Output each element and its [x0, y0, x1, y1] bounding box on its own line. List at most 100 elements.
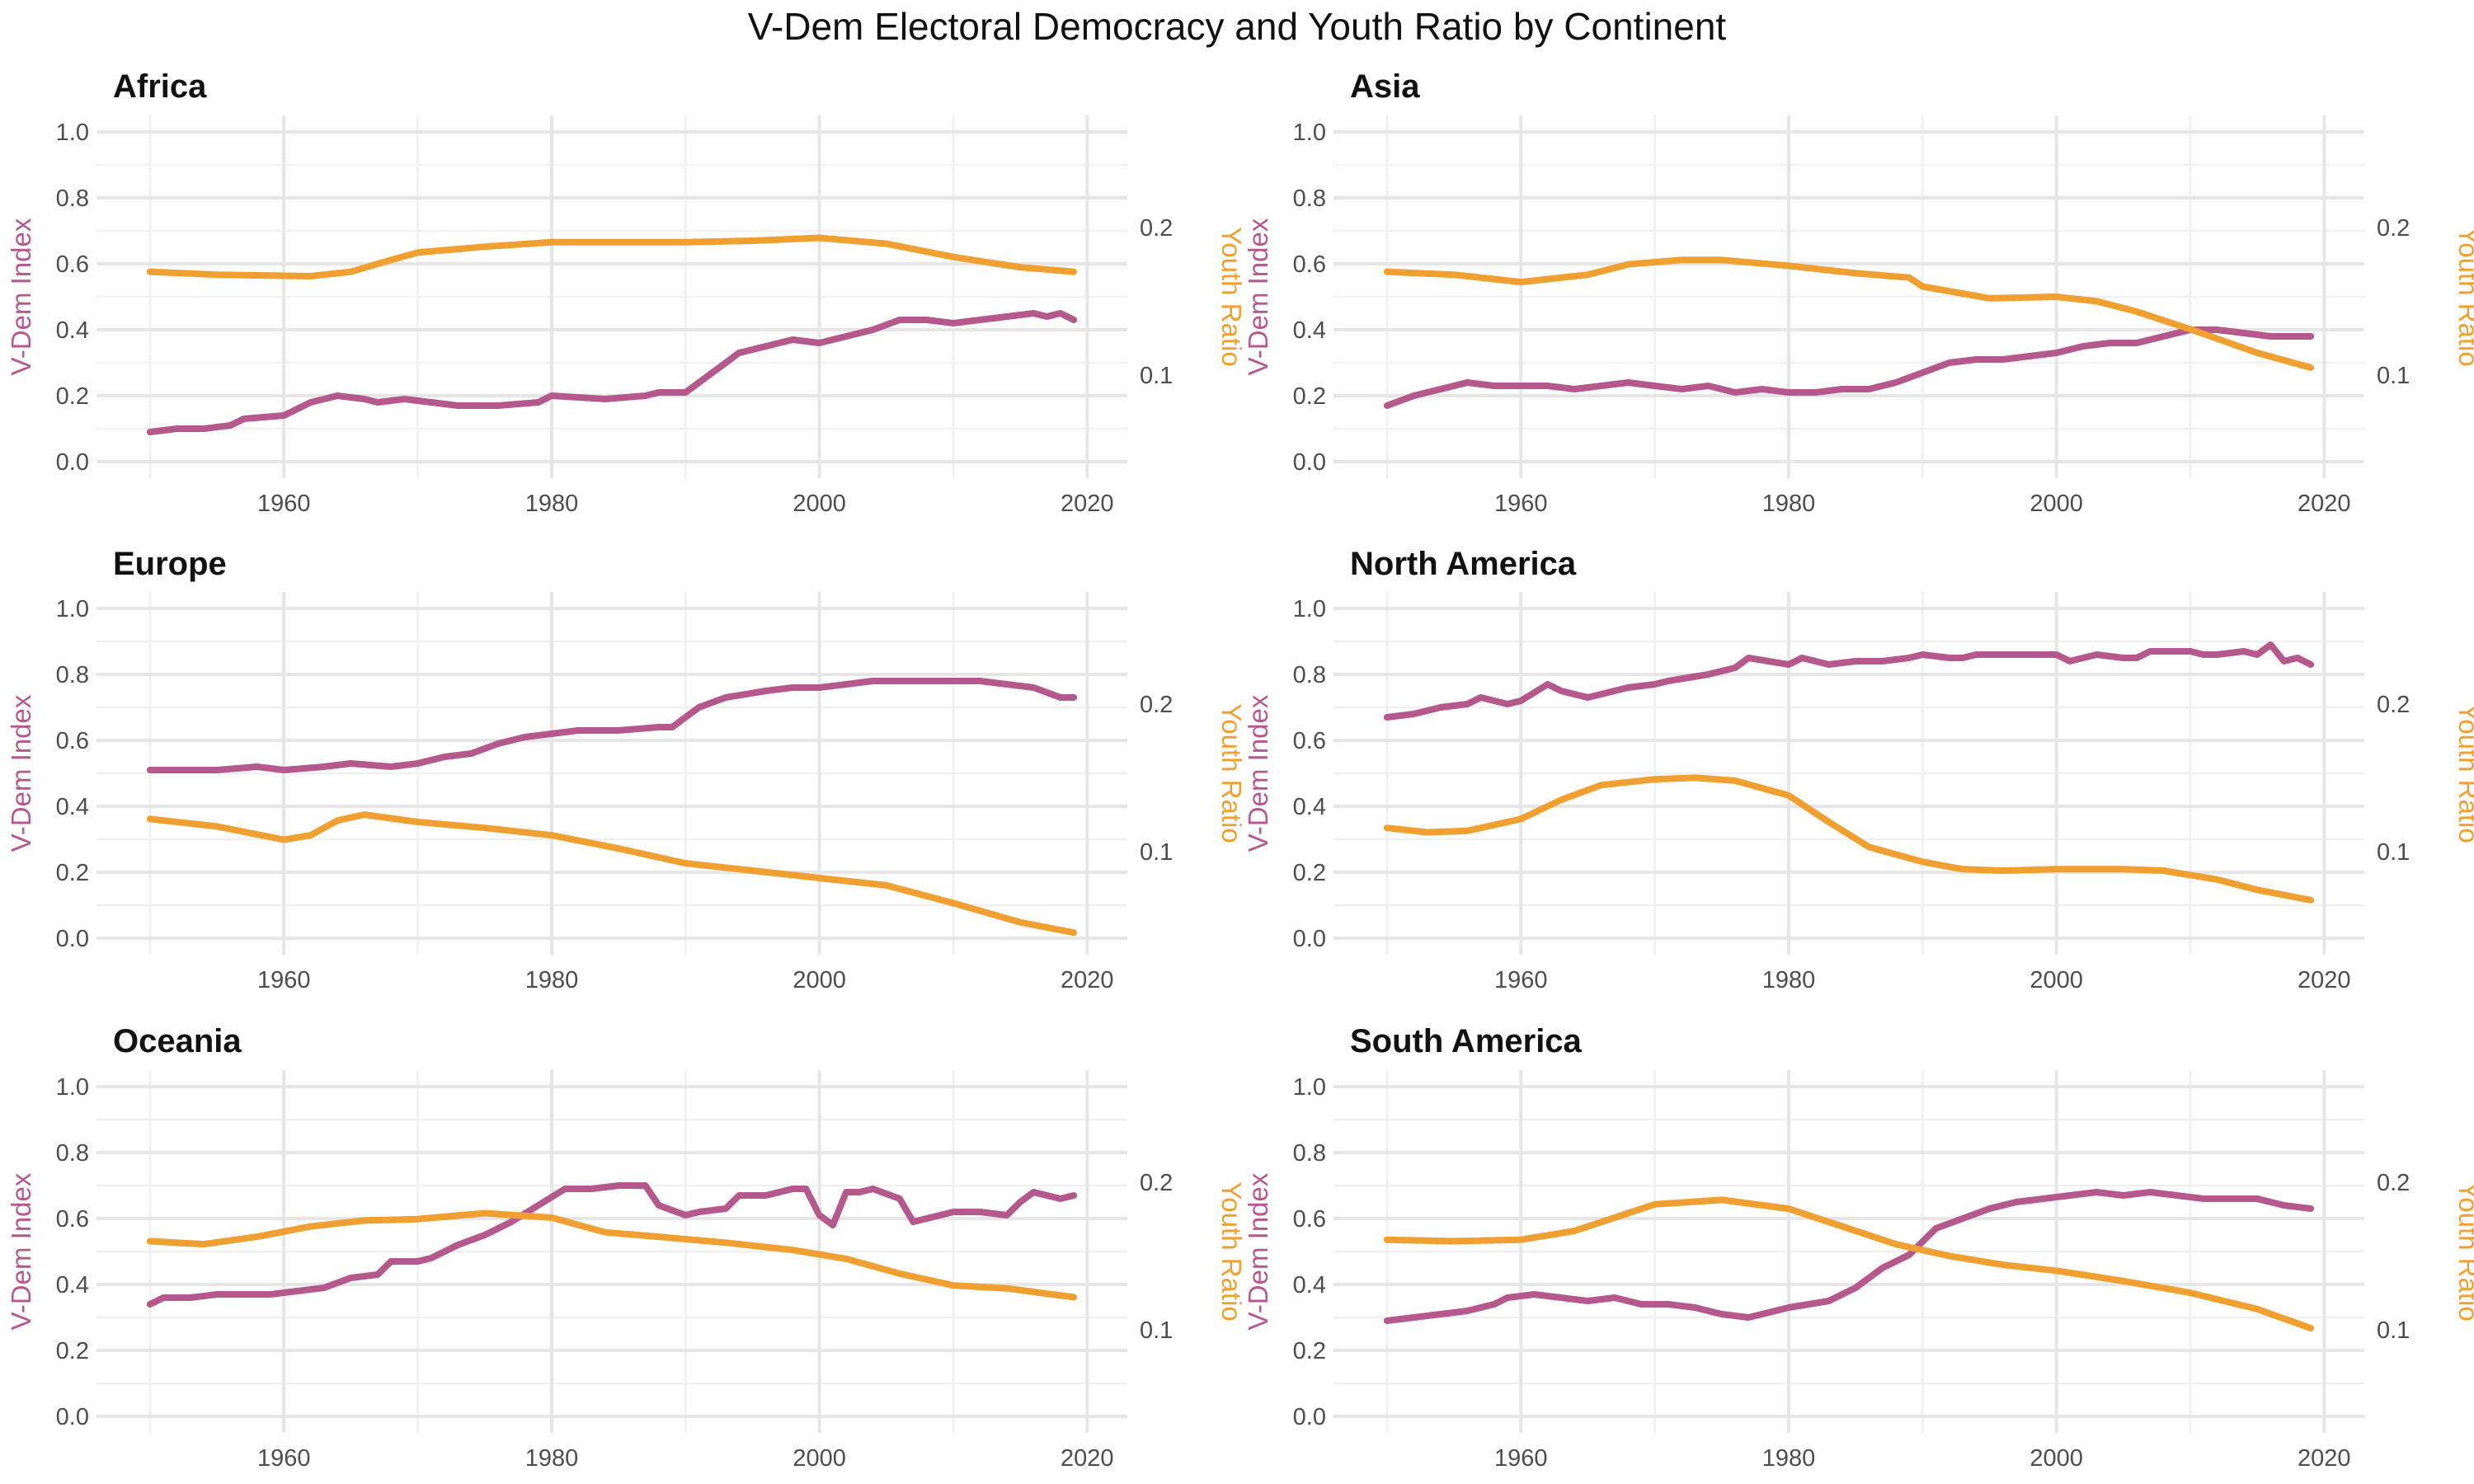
- y-left-tick-label: 0.6: [56, 251, 89, 278]
- panel-africa: Africa 0.0 0.2 0.4 0.6 0.8 1.0 0.1 0.2 1960 1980 20…: [6, 68, 1247, 517]
- x-tick-label: 1980: [1762, 967, 1816, 993]
- x-tick-label: 2020: [2298, 1445, 2351, 1472]
- y-right-tick-label: 0.2: [1140, 692, 1173, 718]
- panel-title: Oceania: [113, 1023, 242, 1059]
- y-left-tick-label: 1.0: [1293, 1074, 1326, 1101]
- y-right-tick-label: 0.1: [1140, 363, 1173, 389]
- x-tick-label: 1960: [1494, 967, 1548, 993]
- panel-title: South America: [1350, 1023, 1583, 1059]
- x-tick-label: 1960: [1494, 491, 1548, 517]
- youth-ratio-line: [1383, 256, 2315, 371]
- y-left-axis-title: V-Dem Index: [6, 1172, 36, 1330]
- x-tick-label: 1960: [257, 967, 311, 993]
- vdem-line: [1383, 1189, 2315, 1324]
- panel-south-america: South America 0.0 0.2 0.4 0.6 0.8 1.0 0.1 0.2 196…: [1243, 1023, 2474, 1472]
- x-tick-label: 2020: [1061, 967, 1114, 993]
- y-left-tick-label: 0.2: [56, 1338, 89, 1364]
- x-tick-label: 2000: [793, 491, 846, 517]
- y-right-tick-label: 0.1: [2377, 363, 2410, 389]
- y-left-tick-label: 0.4: [56, 794, 89, 820]
- y-right-tick-label: 0.1: [1140, 839, 1173, 866]
- youth-ratio-line: [146, 1209, 1078, 1301]
- y-left-tick-label: 0.2: [1293, 1338, 1326, 1364]
- x-tick-label: 2020: [2298, 491, 2351, 517]
- y-left-tick-label: 0.8: [56, 186, 89, 212]
- y-right-tick-label: 0.2: [2377, 215, 2410, 242]
- panel-north-america: North America 0.0 0.2 0.4 0.6 0.8 1.0 0.1 0.2 196…: [1243, 546, 2474, 993]
- y-left-tick-label: 0.2: [1293, 860, 1326, 886]
- y-right-axis-title: Youth Ratio: [2453, 703, 2474, 843]
- x-tick-label: 2020: [1061, 491, 1114, 517]
- y-right-tick-label: 0.2: [1140, 215, 1173, 242]
- y-left-axis-title: V-Dem Index: [1243, 1172, 1273, 1330]
- panel-title: Asia: [1350, 68, 1420, 105]
- y-right-tick-label: 0.1: [1140, 1317, 1173, 1344]
- youth-ratio-line: [1383, 774, 2315, 904]
- y-left-tick-label: 0.0: [56, 926, 89, 952]
- y-right-axis-title: Youth Ratio: [1216, 1181, 1247, 1321]
- y-right-tick-label: 0.1: [2377, 839, 2410, 866]
- x-tick-label: 2000: [793, 1445, 846, 1472]
- y-left-tick-label: 1.0: [56, 120, 89, 146]
- x-tick-label: 2000: [2030, 1445, 2083, 1472]
- y-left-tick-label: 1.0: [1293, 120, 1326, 146]
- y-left-tick-label: 0.6: [1293, 728, 1326, 754]
- y-left-axis-title: V-Dem Index: [6, 218, 36, 375]
- y-left-tick-label: 1.0: [56, 1074, 89, 1101]
- y-right-axis-title: Youth Ratio: [2453, 227, 2474, 366]
- y-left-tick-label: 0.4: [56, 317, 89, 344]
- x-tick-label: 1960: [1494, 1445, 1548, 1472]
- y-left-axis-title: V-Dem Index: [1243, 218, 1273, 375]
- x-tick-label: 1980: [1762, 1445, 1816, 1472]
- y-left-tick-label: 0.4: [1293, 317, 1326, 344]
- panel-europe: Europe 0.0 0.2 0.4 0.6 0.8 1.0 0.1 0.2 1960 1980 20…: [6, 546, 1247, 993]
- y-left-tick-label: 0.0: [56, 1404, 89, 1430]
- y-left-axis-title: V-Dem Index: [1243, 694, 1273, 852]
- y-left-tick-label: 0.0: [56, 449, 89, 476]
- y-left-tick-label: 0.0: [1293, 926, 1326, 952]
- y-left-tick-label: 0.2: [56, 860, 89, 886]
- x-tick-label: 1980: [525, 967, 579, 993]
- vdem-line: [146, 678, 1078, 773]
- vdem-line: [146, 310, 1078, 435]
- youth-ratio-line: [146, 811, 1078, 937]
- y-right-tick-label: 0.2: [1140, 1170, 1173, 1196]
- chart-title: V-Dem Electoral Democracy and Youth Rati…: [748, 5, 1727, 48]
- x-tick-label: 2020: [2298, 967, 2351, 993]
- y-right-axis-title: Youth Ratio: [2453, 1181, 2474, 1321]
- y-right-tick-label: 0.2: [2377, 692, 2410, 718]
- y-left-tick-label: 0.0: [1293, 449, 1326, 476]
- panel-title: Africa: [113, 68, 207, 105]
- vdem-line: [1383, 641, 2315, 721]
- x-tick-label: 1980: [525, 491, 579, 517]
- y-right-axis-title: Youth Ratio: [1216, 227, 1247, 366]
- panel-asia: Asia 0.0 0.2 0.4 0.6 0.8 1.0 0.1 0.2 1960 1980 2000…: [1243, 68, 2474, 517]
- y-right-axis-title: Youth Ratio: [1216, 703, 1247, 843]
- y-left-tick-label: 0.6: [1293, 251, 1326, 278]
- y-left-tick-label: 0.6: [1293, 1206, 1326, 1233]
- x-tick-label: 1980: [1762, 491, 1816, 517]
- x-tick-label: 1960: [257, 491, 311, 517]
- x-tick-label: 2000: [2030, 967, 2083, 993]
- y-left-tick-label: 0.8: [56, 662, 89, 688]
- x-tick-label: 2000: [2030, 491, 2083, 517]
- y-left-tick-label: 0.4: [1293, 1272, 1326, 1298]
- x-tick-label: 1980: [525, 1445, 579, 1472]
- x-tick-label: 2020: [1061, 1445, 1114, 1472]
- y-left-tick-label: 0.6: [56, 1206, 89, 1233]
- y-left-tick-label: 0.2: [1293, 383, 1326, 410]
- x-tick-label: 1960: [257, 1445, 311, 1472]
- y-left-tick-label: 0.0: [1293, 1404, 1326, 1430]
- vdem-line: [146, 1182, 1078, 1308]
- y-left-tick-label: 1.0: [1293, 596, 1326, 622]
- y-right-tick-label: 0.2: [2377, 1170, 2410, 1196]
- y-left-tick-label: 0.8: [1293, 186, 1326, 212]
- y-left-tick-label: 0.4: [1293, 794, 1326, 820]
- y-right-tick-label: 0.1: [2377, 1317, 2410, 1344]
- y-left-tick-label: 0.8: [1293, 662, 1326, 688]
- y-left-tick-label: 0.4: [56, 1272, 89, 1298]
- y-left-tick-label: 0.8: [56, 1140, 89, 1167]
- vdem-line: [1383, 326, 2315, 409]
- y-left-tick-label: 0.6: [56, 728, 89, 754]
